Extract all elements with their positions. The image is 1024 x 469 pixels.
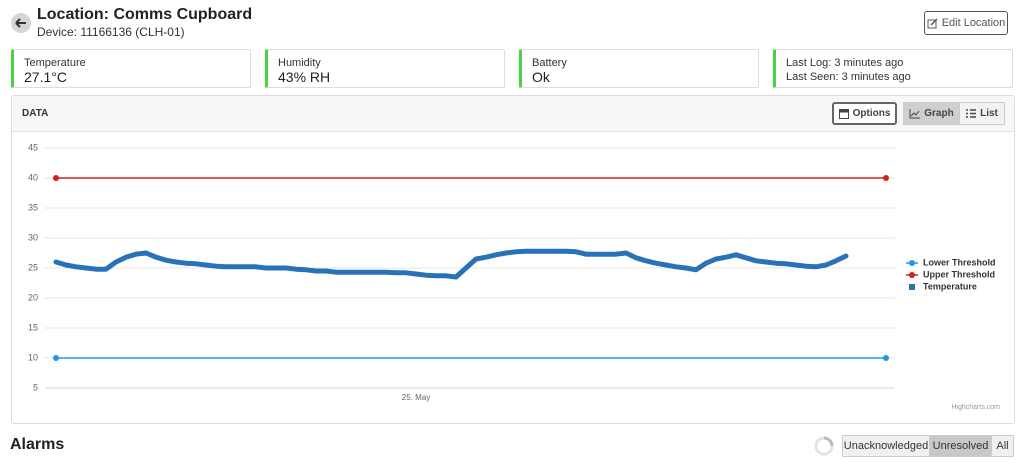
card-label: Battery bbox=[532, 57, 567, 69]
list-button[interactable]: List bbox=[959, 102, 1005, 125]
last-seen: Last Seen: 3 minutes ago bbox=[786, 71, 911, 83]
options-button[interactable]: Options bbox=[832, 102, 897, 125]
edit-location-button[interactable]: Edit Location bbox=[924, 11, 1008, 35]
last-log: Last Log: 3 minutes ago bbox=[786, 57, 904, 69]
list-text: List bbox=[980, 108, 998, 119]
calendar-icon bbox=[838, 109, 849, 119]
back-button[interactable] bbox=[10, 12, 32, 34]
card-label: Temperature bbox=[24, 57, 86, 69]
card-label: Humidity bbox=[278, 57, 321, 69]
page-title: Location: Comms Cupboard bbox=[37, 6, 253, 23]
edit-location-text: Edit Location bbox=[941, 17, 1006, 29]
filter-button[interactable]: All bbox=[991, 435, 1014, 457]
graph-icon bbox=[909, 108, 921, 118]
graph-text: Graph bbox=[924, 108, 954, 119]
temperature-card: Temperature 27.1°C bbox=[11, 49, 251, 88]
panel-title: DATA bbox=[22, 108, 49, 119]
data-panel: DATA Options Graph List bbox=[11, 95, 1015, 424]
card-value: 27.1°C bbox=[24, 69, 67, 85]
filter-button[interactable]: Unresolved bbox=[929, 435, 992, 457]
battery-card: Battery Ok bbox=[519, 49, 759, 88]
alarms-title: Alarms bbox=[10, 436, 65, 453]
card-value: Ok bbox=[532, 69, 550, 85]
loading-spinner bbox=[814, 436, 834, 456]
log-card: Last Log: 3 minutes ago Last Seen: 3 min… bbox=[773, 49, 1013, 88]
list-icon bbox=[966, 109, 977, 118]
edit-icon bbox=[927, 17, 938, 28]
graph-button[interactable]: Graph bbox=[903, 102, 960, 125]
options-text: Options bbox=[852, 108, 891, 119]
humidity-card: Humidity 43% RH bbox=[265, 49, 505, 88]
card-value: 43% RH bbox=[278, 69, 331, 85]
device-label: Device: 11166136 (CLH-01) bbox=[37, 25, 185, 39]
filter-button[interactable]: Unacknowledged bbox=[842, 435, 930, 457]
